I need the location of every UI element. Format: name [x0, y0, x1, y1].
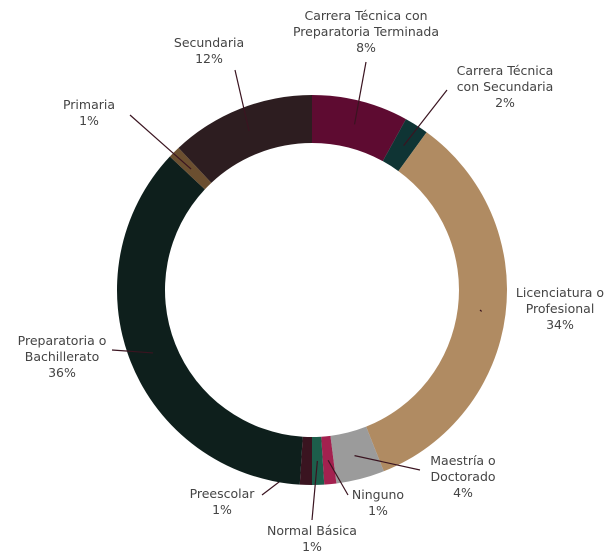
slice-label: Maestría o Doctorado 4%: [368, 453, 558, 501]
leader-line: [479, 309, 483, 312]
category-name: Normal Básica: [267, 523, 357, 538]
value-label: 1%: [302, 539, 322, 554]
value-label: 1%: [368, 503, 388, 518]
slice-label: Secundaria 12%: [114, 35, 304, 67]
value-label: 12%: [195, 51, 223, 66]
leader-line: [403, 89, 448, 146]
donut-slice: [178, 95, 312, 183]
donut-slice: [312, 95, 406, 162]
slice-label: Normal Básica 1%: [217, 523, 407, 555]
value-label: 8%: [356, 40, 376, 55]
slice-label: Licenciatura o Profesional 34%: [465, 285, 608, 333]
leader-line: [129, 114, 192, 170]
leader-line: [353, 61, 367, 125]
category-name: Carrera Técnica con Secundaria: [456, 63, 554, 94]
leader-line: [234, 69, 250, 132]
leader-line: [111, 349, 154, 354]
category-name: Preparatoria o Bachillerato: [17, 333, 107, 364]
slice-label: Preparatoria o Bachillerato 36%: [0, 333, 157, 381]
category-name: Preescolar: [189, 486, 255, 501]
donut-slice: [116, 156, 303, 485]
value-label: 1%: [79, 113, 99, 128]
category-name: Secundaria: [173, 35, 245, 50]
donut-slice: [312, 436, 325, 485]
category-name: Maestría o Doctorado: [430, 453, 496, 484]
category-name: Carrera Técnica con Preparatoria Termina…: [292, 8, 439, 39]
donut-slice: [330, 426, 384, 484]
value-label: 34%: [546, 317, 574, 332]
slice-label: Preescolar 1%: [127, 486, 317, 518]
value-label: 1%: [212, 502, 232, 517]
value-label: 36%: [48, 365, 76, 380]
category-name: Primaria: [62, 97, 116, 112]
value-label: 2%: [495, 95, 515, 110]
category-name: Ninguno: [351, 487, 405, 502]
donut-slice: [321, 435, 337, 485]
leader-line: [354, 455, 421, 471]
leader-line: [327, 459, 349, 496]
category-name: Licenciatura o Profesional: [515, 285, 605, 316]
slice-label: Ninguno 1%: [283, 487, 473, 519]
leader-line: [311, 460, 318, 521]
value-label: 4%: [453, 485, 473, 500]
donut-slice: [366, 132, 508, 472]
slice-label: Primaria 1%: [0, 97, 184, 129]
slice-label: Carrera Técnica con Preparatoria Termina…: [271, 8, 461, 56]
slice-label: Carrera Técnica con Secundaria 2%: [410, 63, 600, 111]
